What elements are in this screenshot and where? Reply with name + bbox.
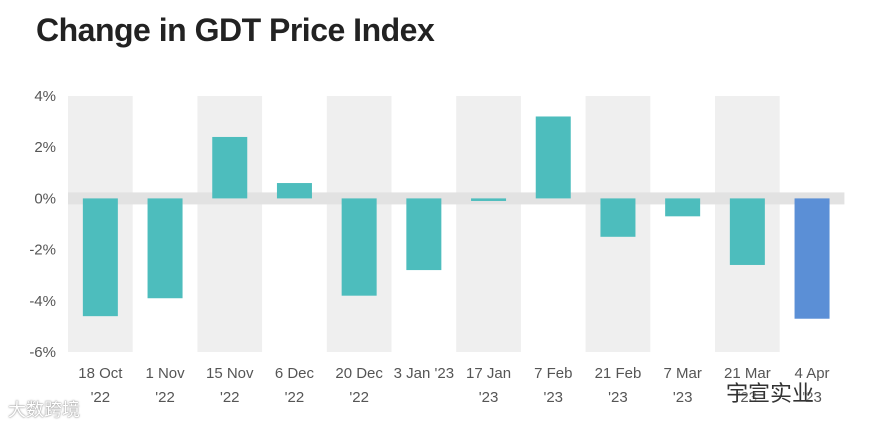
x-tick-label: '22 <box>91 389 111 406</box>
x-tick-label: '22 <box>349 389 369 406</box>
zero-band <box>68 192 845 205</box>
column-stripe <box>456 96 521 352</box>
x-tick-label: 6 Dec <box>275 365 315 382</box>
chart-title: Change in GDT Price Index <box>36 12 435 48</box>
bar <box>729 198 765 265</box>
x-tick-label: 15 Nov <box>206 365 254 382</box>
x-tick-label: '23 <box>738 389 758 406</box>
y-tick-label: -6% <box>29 344 56 361</box>
x-tick-label: '22 <box>155 389 175 406</box>
y-tick-label: -2% <box>29 242 56 259</box>
bar <box>341 198 377 296</box>
bar <box>82 198 118 317</box>
x-tick-label: '23 <box>802 389 822 406</box>
watermark-left: 大数跨境 <box>8 400 80 421</box>
x-tick-label: '22 <box>220 389 240 406</box>
y-tick-label: -4% <box>29 293 56 310</box>
y-tick-label: 0% <box>34 190 56 207</box>
x-tick-label: 21 Mar <box>724 365 771 382</box>
bar <box>212 136 248 199</box>
watermark-right: 宇宣实业 <box>726 382 815 407</box>
bar <box>471 198 507 201</box>
x-tick-label: 7 Feb <box>534 365 572 382</box>
x-tick-label: '23 <box>608 389 628 406</box>
x-tick-label: 18 Oct <box>78 365 123 382</box>
bar <box>406 198 442 271</box>
column-stripe <box>197 96 263 352</box>
bar <box>535 116 571 199</box>
bar <box>276 183 312 199</box>
x-tick-label: 21 Feb <box>595 365 642 382</box>
x-tick-label: 1 Nov <box>145 365 185 382</box>
bar <box>600 198 636 237</box>
x-tick-label: 20 Dec <box>335 365 383 382</box>
y-tick-label: 4% <box>34 88 56 105</box>
x-tick-label: '23 <box>543 389 563 406</box>
x-tick-label: 3 Jan '23 <box>394 365 454 382</box>
bar <box>665 198 701 217</box>
x-tick-label: '22 <box>285 389 305 406</box>
y-tick-label: 2% <box>34 139 56 156</box>
x-tick-label: 7 Mar <box>663 365 701 382</box>
bar <box>147 198 183 299</box>
x-tick-label: 17 Jan <box>466 365 511 382</box>
x-tick-label: 4 Apr <box>795 365 830 382</box>
x-tick-label: '23 <box>479 389 499 406</box>
bar <box>794 198 830 319</box>
x-tick-label: '23 <box>673 389 693 406</box>
